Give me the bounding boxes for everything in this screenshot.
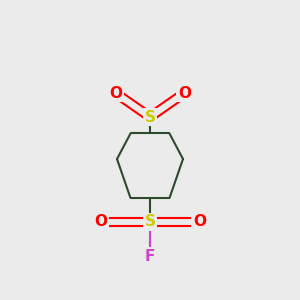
Text: O: O: [193, 214, 206, 230]
Text: F: F: [145, 249, 155, 264]
Text: S: S: [145, 110, 155, 124]
Text: O: O: [94, 214, 107, 230]
Text: O: O: [178, 85, 191, 100]
Text: S: S: [145, 214, 155, 230]
Text: O: O: [109, 85, 122, 100]
